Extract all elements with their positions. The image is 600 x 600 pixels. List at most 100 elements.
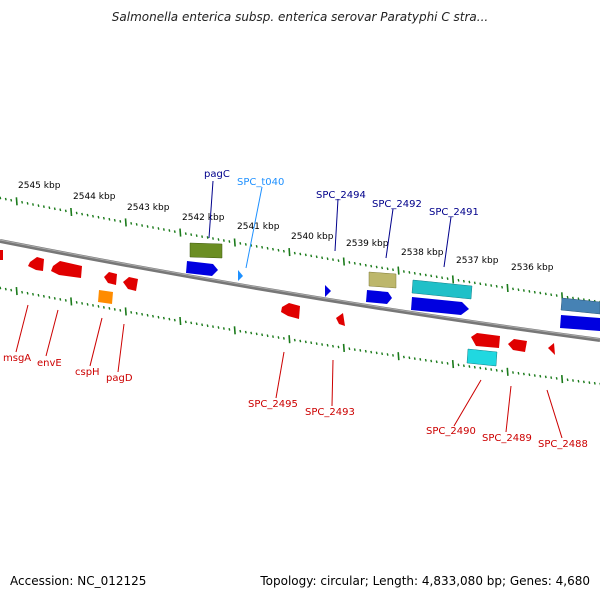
kbp-tick [201, 323, 204, 327]
kbp-tick [32, 203, 34, 206]
kbp-tick [157, 227, 160, 230]
accession-text: Accession: NC_012125 [10, 574, 147, 588]
kbp-tick [528, 290, 531, 293]
kbp-tick [53, 297, 56, 300]
kbp-tick [392, 354, 394, 357]
kbp-tick [233, 326, 236, 335]
kbp-tick [348, 261, 351, 264]
kbp-tick [566, 378, 569, 382]
kbp-tick [15, 287, 18, 296]
kbp-tick [370, 350, 373, 354]
kbp-label: 2542 kbp [182, 213, 225, 223]
kbp-tick [533, 290, 536, 294]
gene-label-SPC_2494[interactable]: SPC_2494 [316, 190, 366, 201]
kbp-tick [457, 278, 460, 282]
gene-label-SPC_2495[interactable]: SPC_2495 [248, 399, 298, 410]
gene-SPC_2488[interactable] [548, 343, 555, 355]
gene-cspH-orange[interactable] [98, 290, 113, 304]
kbp-tick [484, 367, 487, 371]
gene-label-SPC_t040[interactable]: SPC_t040 [237, 177, 284, 188]
kbp-tick [468, 280, 471, 284]
kbp-tick [566, 295, 569, 299]
kbp-tick [577, 379, 580, 383]
kbp-tick [75, 301, 78, 304]
kbp-label: 2540 kbp [291, 232, 334, 242]
gene-label-SPC_2492[interactable]: SPC_2492 [372, 199, 422, 210]
kbp-label: 2544 kbp [73, 192, 116, 202]
kbp-tick [4, 197, 7, 201]
kbp-tick [392, 268, 394, 272]
kbp-tick [424, 358, 427, 362]
gene-envE[interactable] [28, 257, 44, 271]
kbp-tick [484, 283, 487, 286]
kbp-tick [108, 217, 111, 221]
kbp-tick [261, 245, 264, 249]
gene-pagC[interactable] [186, 261, 218, 276]
kbp-tick [413, 271, 416, 275]
gene-envE-2[interactable] [51, 261, 82, 278]
gene-label-SPC_2489[interactable]: SPC_2489 [482, 433, 532, 444]
gene-label-SPC_2488[interactable]: SPC_2488 [538, 439, 588, 450]
gene-label-SPC_2490[interactable]: SPC_2490 [426, 426, 476, 437]
kbp-tick [375, 351, 378, 355]
kbp-tick [321, 343, 324, 346]
kbp-tick [282, 337, 285, 340]
gene-msgA[interactable] [0, 250, 3, 260]
kbp-tick [21, 200, 24, 204]
gene-label-pagC[interactable]: pagC [204, 169, 230, 180]
kbp-tick [473, 365, 476, 369]
kbp-tick [479, 282, 482, 286]
gene-label-msgA[interactable]: msgA [3, 353, 31, 364]
gene-SPC_2492[interactable] [366, 290, 392, 304]
gene-SPC_2489[interactable] [508, 339, 527, 352]
gene-cspH[interactable] [104, 272, 117, 285]
gene-label-envE[interactable]: envE [37, 358, 62, 369]
kbp-tick [359, 262, 362, 266]
kbp-tick [92, 214, 94, 218]
kbp-tick [572, 379, 574, 382]
kbp-tick [381, 266, 384, 270]
kbp-tick [539, 374, 542, 378]
kbp-tick [206, 324, 209, 328]
kbp-tick [190, 233, 193, 236]
kbp-tick [59, 298, 62, 301]
gene-label-SPC_2493[interactable]: SPC_2493 [305, 407, 355, 418]
gene-SPC_t040[interactable] [238, 270, 243, 281]
feature-SPC_2492-hit[interactable] [368, 271, 397, 289]
kbp-tick [479, 366, 482, 370]
gene-pagD[interactable] [123, 277, 138, 291]
gene-SPC_2494[interactable] [325, 285, 331, 297]
kbp-tick [26, 202, 29, 205]
kbp-tick [10, 198, 13, 202]
kbp-tick [310, 254, 313, 258]
gene-SPC_2490-hit[interactable] [466, 348, 498, 367]
feature-SPC_2491-hit[interactable] [411, 279, 473, 300]
kbp-tick [462, 279, 465, 283]
label-leaders [15, 180, 563, 439]
kbp-label: 2541 kbp [237, 222, 280, 232]
kbp-tick [462, 364, 465, 368]
kbp-tick [201, 235, 204, 238]
kbp-tick [59, 208, 62, 212]
gene-SPC_2495[interactable] [281, 303, 300, 319]
kbp-label: 2539 kbp [346, 239, 389, 249]
kbp-tick [124, 218, 127, 227]
kbp-tick [81, 212, 84, 216]
gene-right-blue[interactable] [560, 315, 600, 331]
kbp-tick [582, 380, 585, 384]
kbp-label: 2545 kbp [18, 181, 61, 191]
gene-label-cspH[interactable]: cspH [75, 367, 100, 378]
gene-SPC_2491[interactable] [411, 297, 469, 315]
feature-pagC-hit[interactable] [189, 242, 223, 259]
gene-label-SPC_2491[interactable]: SPC_2491 [429, 207, 479, 218]
kbp-tick [561, 375, 564, 384]
gene-SPC_2493[interactable] [336, 313, 345, 326]
kbp-tick [277, 248, 280, 252]
gene-label-pagD[interactable]: pagD [106, 373, 133, 384]
gene-SPC_2490[interactable] [471, 333, 500, 348]
feature-right-hit[interactable] [560, 297, 600, 315]
kbp-tick [92, 304, 94, 307]
kbp-tick [506, 283, 509, 293]
